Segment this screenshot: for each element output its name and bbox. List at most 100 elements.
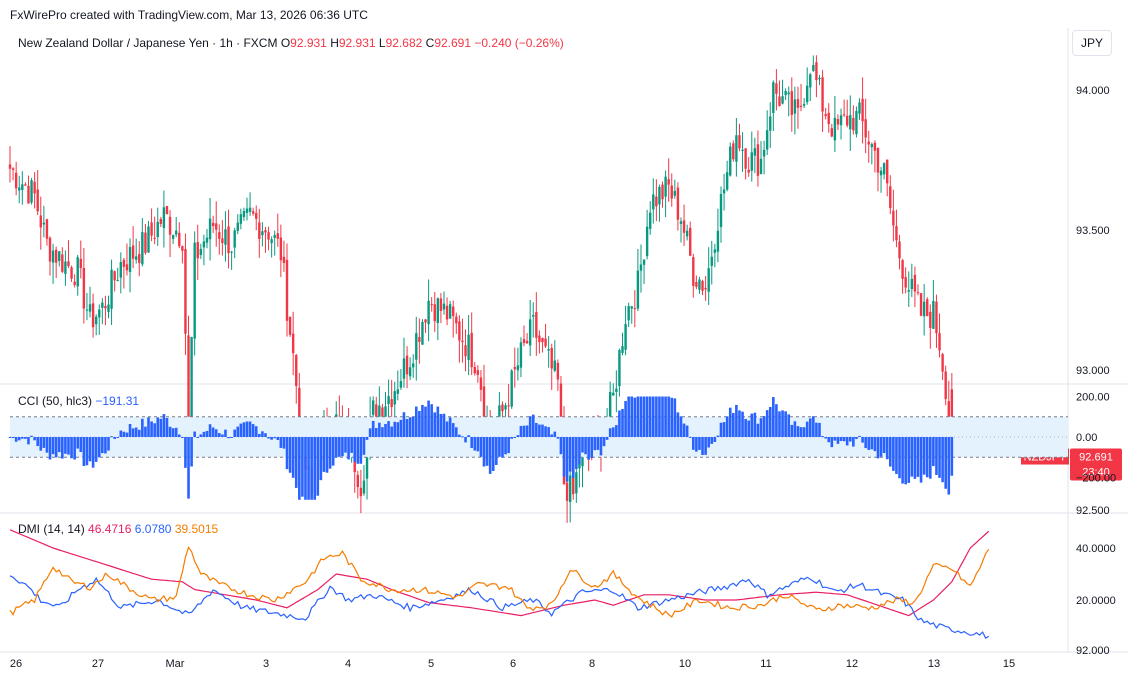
cci-bar bbox=[430, 404, 433, 437]
cci-bar bbox=[436, 406, 440, 437]
candle-body bbox=[753, 148, 757, 156]
candle-body bbox=[258, 222, 261, 239]
cci-bar bbox=[661, 396, 664, 437]
cci-bar bbox=[67, 437, 70, 455]
cci-bar bbox=[21, 437, 24, 439]
cci-bar bbox=[888, 437, 892, 467]
candle-body bbox=[784, 91, 787, 96]
candle-body bbox=[926, 299, 929, 316]
candle-body bbox=[276, 233, 279, 239]
candle-body bbox=[359, 487, 363, 497]
candle-body bbox=[935, 301, 938, 334]
candle-body bbox=[716, 230, 720, 252]
cci-bar bbox=[393, 421, 397, 437]
candle-body bbox=[227, 226, 230, 254]
cci-bar bbox=[325, 437, 329, 473]
cci-bar bbox=[359, 437, 363, 464]
cci-bar bbox=[501, 437, 504, 458]
cci-bar bbox=[298, 437, 301, 500]
cci-bar bbox=[815, 422, 818, 437]
candle-body bbox=[735, 135, 738, 162]
cci-bar bbox=[208, 424, 212, 437]
cci-bar bbox=[925, 437, 929, 478]
cci-bar bbox=[70, 437, 73, 459]
candle-body bbox=[516, 365, 520, 371]
candle-body bbox=[695, 281, 698, 287]
candle-body bbox=[208, 218, 212, 240]
candle-body bbox=[750, 152, 753, 171]
cci-bar bbox=[273, 437, 277, 439]
candle-body bbox=[559, 383, 563, 422]
candle-body bbox=[436, 298, 440, 324]
cci-bar bbox=[719, 422, 723, 437]
candle-body bbox=[787, 92, 790, 95]
cci-bar bbox=[36, 437, 40, 447]
cci-bar bbox=[491, 437, 495, 471]
time-tick-label: 27 bbox=[92, 658, 104, 670]
candle-body bbox=[202, 241, 206, 248]
cci-bar bbox=[722, 422, 726, 437]
candle-body bbox=[639, 264, 643, 271]
cci-bar bbox=[676, 412, 680, 437]
cci-bar bbox=[184, 437, 187, 468]
cci-bar bbox=[525, 425, 529, 437]
candle-body bbox=[642, 259, 646, 265]
candle-body bbox=[430, 304, 433, 306]
cci-bar bbox=[33, 437, 36, 441]
cci-bar bbox=[910, 437, 914, 477]
cci-bar bbox=[227, 437, 230, 439]
cci-bar bbox=[922, 437, 926, 475]
cci-bar bbox=[658, 396, 661, 437]
candle-body bbox=[618, 350, 621, 387]
minus-di-value: 39.5015 bbox=[174, 522, 219, 536]
cci-bar bbox=[624, 400, 627, 437]
cci-bar bbox=[947, 437, 951, 495]
cci-bar bbox=[304, 437, 307, 500]
cci-bar bbox=[365, 437, 369, 440]
candle-body bbox=[805, 85, 809, 103]
candle-body bbox=[291, 333, 295, 354]
cci-bar bbox=[408, 417, 412, 437]
cci-bar bbox=[732, 412, 735, 437]
candle-body bbox=[658, 186, 661, 205]
candle-body bbox=[362, 480, 366, 494]
candle-body bbox=[452, 306, 455, 317]
candle-body bbox=[288, 316, 292, 335]
currency-button[interactable]: JPY bbox=[1072, 30, 1112, 56]
low-value: 92.682 bbox=[385, 36, 423, 50]
cci-bar bbox=[750, 413, 754, 437]
candle-body bbox=[769, 116, 772, 131]
cci-bar bbox=[716, 435, 720, 437]
cci-bar bbox=[479, 437, 483, 457]
candle-body bbox=[73, 281, 76, 286]
candle-body bbox=[612, 392, 615, 396]
cci-bar bbox=[611, 427, 615, 437]
cci-bar bbox=[356, 437, 360, 464]
candle-body bbox=[775, 83, 778, 94]
candle-body bbox=[910, 278, 914, 290]
candle-body bbox=[759, 158, 763, 174]
candle-body bbox=[458, 321, 461, 341]
cci-bar bbox=[725, 416, 729, 437]
candle-body bbox=[282, 256, 286, 263]
candle-body bbox=[864, 119, 867, 138]
cci-bar bbox=[845, 437, 849, 446]
cci-bar bbox=[347, 437, 350, 460]
symbol-title: New Zealand Dollar / Japanese Yen · 1h ·… bbox=[18, 36, 278, 50]
cci-bar bbox=[181, 437, 184, 438]
cci-bar bbox=[159, 418, 163, 437]
candle-body bbox=[747, 169, 750, 173]
cci-bar bbox=[596, 437, 600, 450]
candle-body bbox=[91, 303, 95, 328]
cci-bar bbox=[291, 437, 295, 478]
candle-body bbox=[125, 264, 129, 271]
candle-body bbox=[82, 267, 86, 309]
open-value: 92.931 bbox=[290, 36, 327, 50]
cci-bar bbox=[498, 437, 501, 457]
candle-body bbox=[645, 226, 649, 257]
candle-body bbox=[396, 389, 400, 394]
time-tick-label: 8 bbox=[589, 658, 595, 670]
candle-body bbox=[156, 221, 159, 238]
cci-bar bbox=[224, 429, 227, 437]
